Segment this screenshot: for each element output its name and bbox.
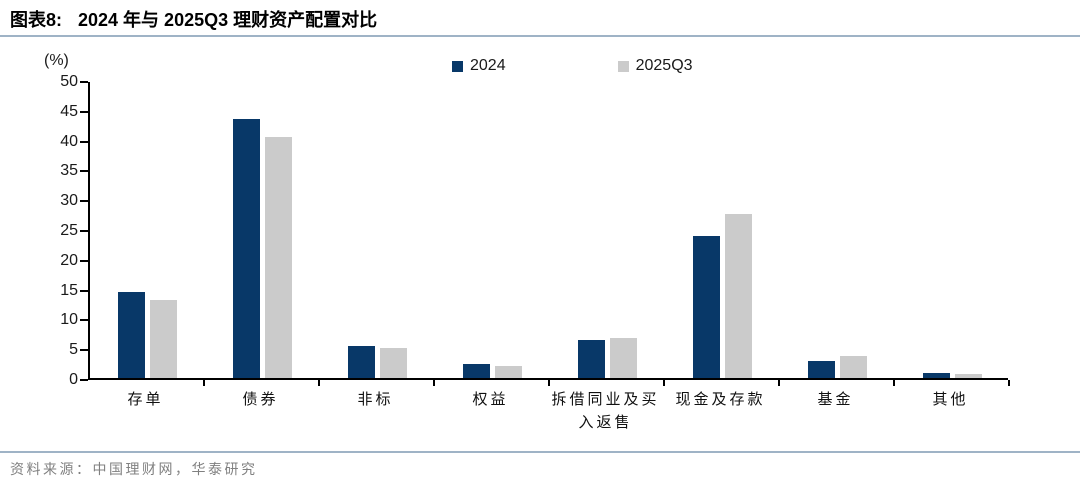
bar-2024 [233, 118, 260, 378]
bar-2025Q3 [840, 355, 867, 378]
bar-group [90, 292, 205, 378]
x-axis-label: 拆借同业及买 入返售 [551, 392, 660, 432]
x-tick-mark [663, 380, 665, 386]
bar-group [665, 214, 780, 378]
bar-group [435, 363, 550, 378]
figure-label: 图表8: [10, 10, 63, 30]
x-axis-label: 债券 [242, 392, 279, 408]
y-tick-label: 15 [60, 281, 78, 299]
legend-item-2025Q3: 2025Q3 [617, 57, 693, 75]
y-tick-mark [80, 349, 88, 352]
y-tick-mark [80, 140, 88, 143]
bar-2024 [923, 373, 950, 378]
x-tick-mark [318, 380, 320, 386]
y-tick-mark [80, 379, 88, 381]
bar-group [780, 355, 895, 378]
y-tick-mark [80, 230, 88, 232]
x-axis-label: 存单 [127, 392, 164, 408]
bar-2025Q3 [955, 373, 982, 378]
plot-area: 0 5 10 15 20 25 30 35 40 45 50 [60, 73, 1010, 388]
y-tick-mark [80, 200, 88, 203]
y-tick-label: 30 [60, 192, 78, 210]
y-tick-mark [80, 259, 88, 262]
bar-2025Q3 [725, 214, 752, 378]
x-tick-mark [548, 380, 550, 386]
x-tick-mark [893, 380, 895, 386]
source-note: 资料来源：中国理财网，华泰研究 [10, 463, 258, 478]
y-tick-mark [80, 289, 88, 292]
bar-2025Q3 [380, 348, 407, 378]
bar-2024 [118, 292, 145, 378]
y-tick-label: 5 [69, 341, 78, 359]
legend-label: 2024 [470, 57, 506, 74]
bar-2024 [693, 236, 720, 378]
bar-group [550, 338, 665, 378]
y-tick-label: 50 [60, 73, 78, 90]
x-axis-label: 权益 [472, 392, 509, 408]
bar-2024 [578, 339, 605, 378]
title-rule [0, 35, 1080, 37]
y-tick-label: 45 [60, 102, 78, 120]
legend-label: 2025Q3 [635, 57, 693, 74]
y-tick-label: 0 [69, 371, 78, 388]
bar-2024 [463, 363, 490, 378]
bar-2025Q3 [495, 366, 522, 378]
y-tick-label: 20 [60, 251, 78, 269]
x-tick-mark [778, 380, 780, 386]
figure-title-row: 图表8: 2024 年与 2025Q3 理财资产配置对比 [10, 6, 377, 32]
y-tick-label: 10 [60, 311, 78, 329]
bar-2025Q3 [150, 299, 177, 378]
x-axis-labels: 存单 债券 非标 权益 拆借同业及买 入返售 现金及存款 基金 其他 [88, 389, 1008, 441]
bar-group [205, 118, 320, 378]
x-axis-label: 现金及存款 [675, 392, 766, 408]
y-tick-mark [80, 319, 88, 322]
x-axis-label: 其他 [932, 392, 969, 408]
y-tick-mark [80, 170, 88, 173]
y-tick-mark [80, 110, 88, 113]
y-tick-label: 40 [60, 132, 78, 150]
bar-2024 [348, 346, 375, 378]
y-axis-unit-label: (%) [44, 52, 69, 69]
bar-group [320, 346, 435, 378]
chart-legend: 2024 2025Q3 [452, 57, 693, 75]
page-title: 2024 年与 2025Q3 理财资产配置对比 [78, 10, 378, 30]
y-tick-mark [80, 81, 88, 83]
bar-2024 [808, 361, 835, 378]
bar-2025Q3 [265, 137, 292, 378]
x-axis-label: 基金 [817, 392, 854, 408]
legend-swatch [452, 60, 463, 72]
x-tick-mark [433, 380, 435, 386]
legend-item-2024: 2024 [452, 57, 506, 75]
y-tick-label: 25 [60, 222, 78, 239]
footer-rule [0, 451, 1080, 453]
legend-swatch [617, 60, 629, 72]
x-axis-label: 非标 [357, 392, 394, 408]
bar-group [895, 373, 1010, 378]
x-tick-mark [203, 380, 205, 386]
y-tick-label: 35 [60, 162, 78, 180]
x-tick-mark [1008, 380, 1010, 386]
bar-2025Q3 [610, 338, 637, 378]
